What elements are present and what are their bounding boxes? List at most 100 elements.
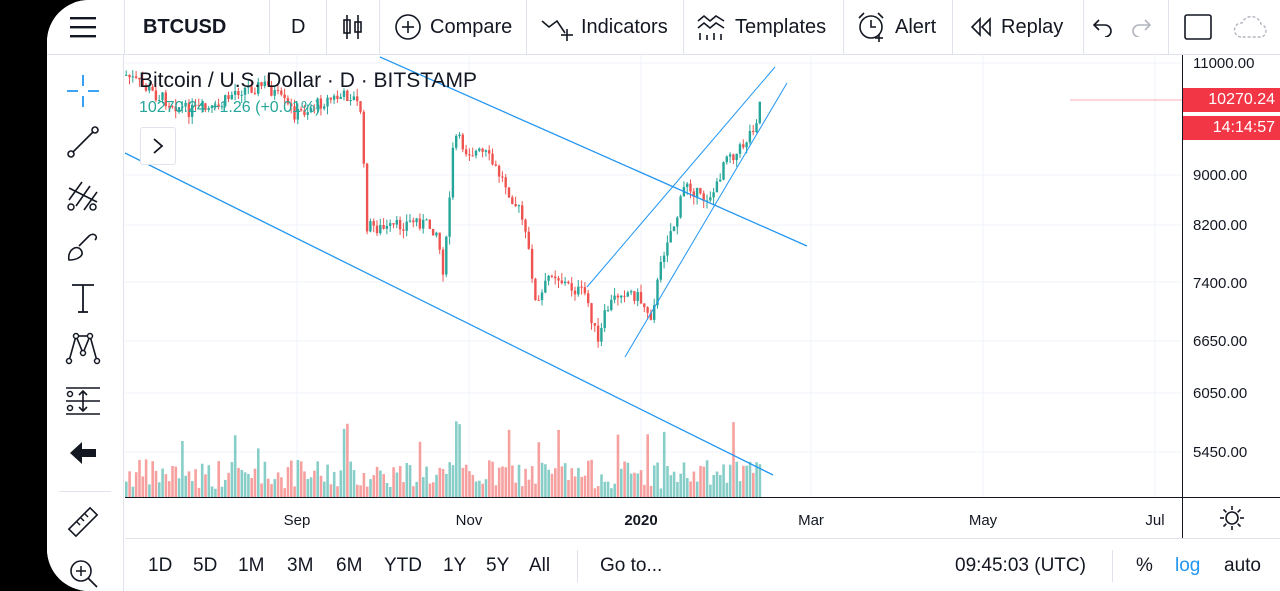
volume-bar [633, 472, 636, 497]
measure-tool[interactable] [63, 502, 103, 542]
volume-bar [702, 466, 706, 497]
candle-body [610, 299, 613, 311]
interval-button[interactable]: D [291, 15, 306, 38]
range-all[interactable]: All [529, 555, 551, 576]
price-chart[interactable] [124, 55, 1183, 497]
candle-body [233, 91, 237, 95]
volume-bar [712, 475, 715, 497]
crosshair-tool[interactable] [63, 71, 103, 111]
percent-scale-toggle[interactable]: % [1136, 555, 1153, 576]
volume-bar [290, 460, 293, 497]
candle-body [428, 219, 431, 229]
app-window: BTCUSD D Compare Indicators Templates Al… [47, 0, 1280, 591]
volume-bar [448, 462, 451, 497]
volume-bar [280, 477, 283, 497]
candle-body [253, 92, 257, 94]
candle-body [214, 104, 217, 106]
menu-button[interactable] [67, 0, 101, 54]
text-tool[interactable] [63, 278, 103, 318]
volume-bar [369, 479, 372, 497]
candle-body [389, 223, 392, 226]
candle-body [742, 144, 745, 148]
time-label: Sep [283, 512, 311, 529]
undo-button[interactable] [1091, 0, 1113, 54]
candle-body [154, 90, 158, 101]
zoom-in-tool[interactable] [63, 553, 103, 591]
trendline [586, 66, 776, 288]
range-3m[interactable]: 3M [287, 555, 314, 576]
range-1m[interactable]: 1M [238, 555, 265, 576]
timezone-clock[interactable]: 09:45:03 (UTC) [955, 555, 1086, 576]
volume-bar [755, 462, 758, 497]
price-scale[interactable]: 11000.00 9000.00 8200.00 7400.00 6650.00… [1182, 55, 1280, 497]
volume-bar [428, 483, 432, 497]
auto-scale-toggle[interactable]: auto [1224, 555, 1261, 576]
volume-bar [458, 424, 461, 497]
templates-button[interactable]: Templates [697, 0, 826, 54]
chart-type-button[interactable] [342, 0, 364, 54]
candle-body [570, 283, 573, 291]
replay-label: Replay [1001, 15, 1064, 38]
candle-body [191, 104, 194, 117]
log-scale-toggle[interactable]: log [1175, 555, 1201, 576]
candle-body [306, 112, 309, 115]
brush-tool[interactable] [63, 227, 103, 267]
goto-button[interactable]: Go to... [600, 555, 663, 576]
symbol-search-button[interactable]: BTCUSD [143, 15, 227, 38]
candle-body [293, 106, 296, 120]
prediction-tool[interactable] [63, 381, 103, 421]
prediction-icon [66, 387, 100, 415]
volume-bar [418, 441, 422, 497]
volume-bar [286, 467, 290, 497]
candle-body [547, 275, 550, 281]
candle-body [593, 323, 596, 326]
redo-button[interactable] [1131, 0, 1153, 54]
candle-body [365, 163, 369, 232]
chart-canvas[interactable] [124, 55, 1183, 497]
candle-body [405, 221, 408, 231]
range-1d[interactable]: 1D [148, 555, 173, 576]
volume-bar [405, 462, 409, 497]
candle-body [563, 281, 567, 284]
range-5y[interactable]: 5Y [486, 555, 510, 576]
candle-body [715, 181, 719, 193]
cloud-save-button[interactable] [1233, 0, 1269, 54]
candle-body [125, 74, 128, 76]
trendline-tool[interactable] [63, 122, 103, 162]
volume-bar [237, 467, 240, 497]
range-ytd[interactable]: YTD [384, 555, 422, 576]
candle-body [511, 197, 514, 204]
candle-body [402, 229, 405, 231]
compare-button[interactable]: Compare [394, 0, 512, 54]
candle-body [323, 106, 326, 109]
chart-settings-button[interactable] [1182, 497, 1280, 538]
alert-button[interactable]: Alert [857, 0, 936, 54]
pitchfork-tool[interactable] [63, 175, 103, 215]
volume-bar [365, 486, 369, 497]
pattern-tool[interactable] [63, 328, 103, 368]
fullscreen-button[interactable] [1184, 0, 1212, 54]
indicators-button[interactable]: Indicators [541, 0, 668, 54]
hide-drawings-tool[interactable] [63, 433, 103, 473]
alert-label: Alert [895, 15, 937, 38]
replay-button[interactable]: Replay [969, 0, 1063, 54]
candle-body [369, 221, 372, 232]
range-1y[interactable]: 1Y [443, 555, 467, 576]
volume-bar [214, 488, 217, 497]
candle-body [138, 77, 141, 80]
volume-bar [224, 479, 227, 497]
range-5d[interactable]: 5D [193, 555, 218, 576]
volume-bar [200, 463, 204, 497]
candle-body [752, 130, 755, 133]
compare-label: Compare [430, 15, 513, 38]
volume-bar [158, 482, 161, 497]
volume-bar [154, 470, 158, 497]
volume-bar [653, 465, 656, 497]
time-scale[interactable]: Sep Nov 2020 Mar May Jul [125, 497, 1183, 538]
legend-expand-button[interactable] [140, 127, 176, 165]
volume-bar [306, 478, 310, 497]
candle-body [491, 153, 494, 165]
candle-body [290, 103, 293, 107]
zoom-in-icon [70, 560, 98, 588]
range-6m[interactable]: 6M [336, 555, 363, 576]
